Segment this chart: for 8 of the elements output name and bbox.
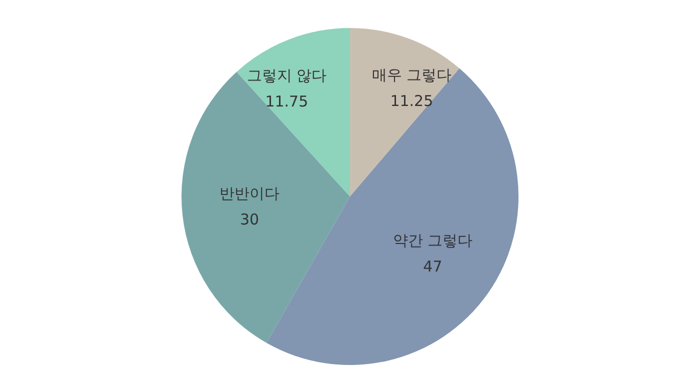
data-label: 47 xyxy=(423,258,442,276)
slice-label: 그렇지 않다 xyxy=(246,66,327,85)
data-label: 30 xyxy=(240,210,260,228)
data-label: 11.75 xyxy=(265,92,308,111)
slice-label: 매우 그렇다 xyxy=(372,66,452,84)
data-label: 11.25 xyxy=(390,92,434,110)
slice-label: 반반이다 xyxy=(220,184,280,202)
slice-label: 약간 그렇다 xyxy=(392,232,473,250)
